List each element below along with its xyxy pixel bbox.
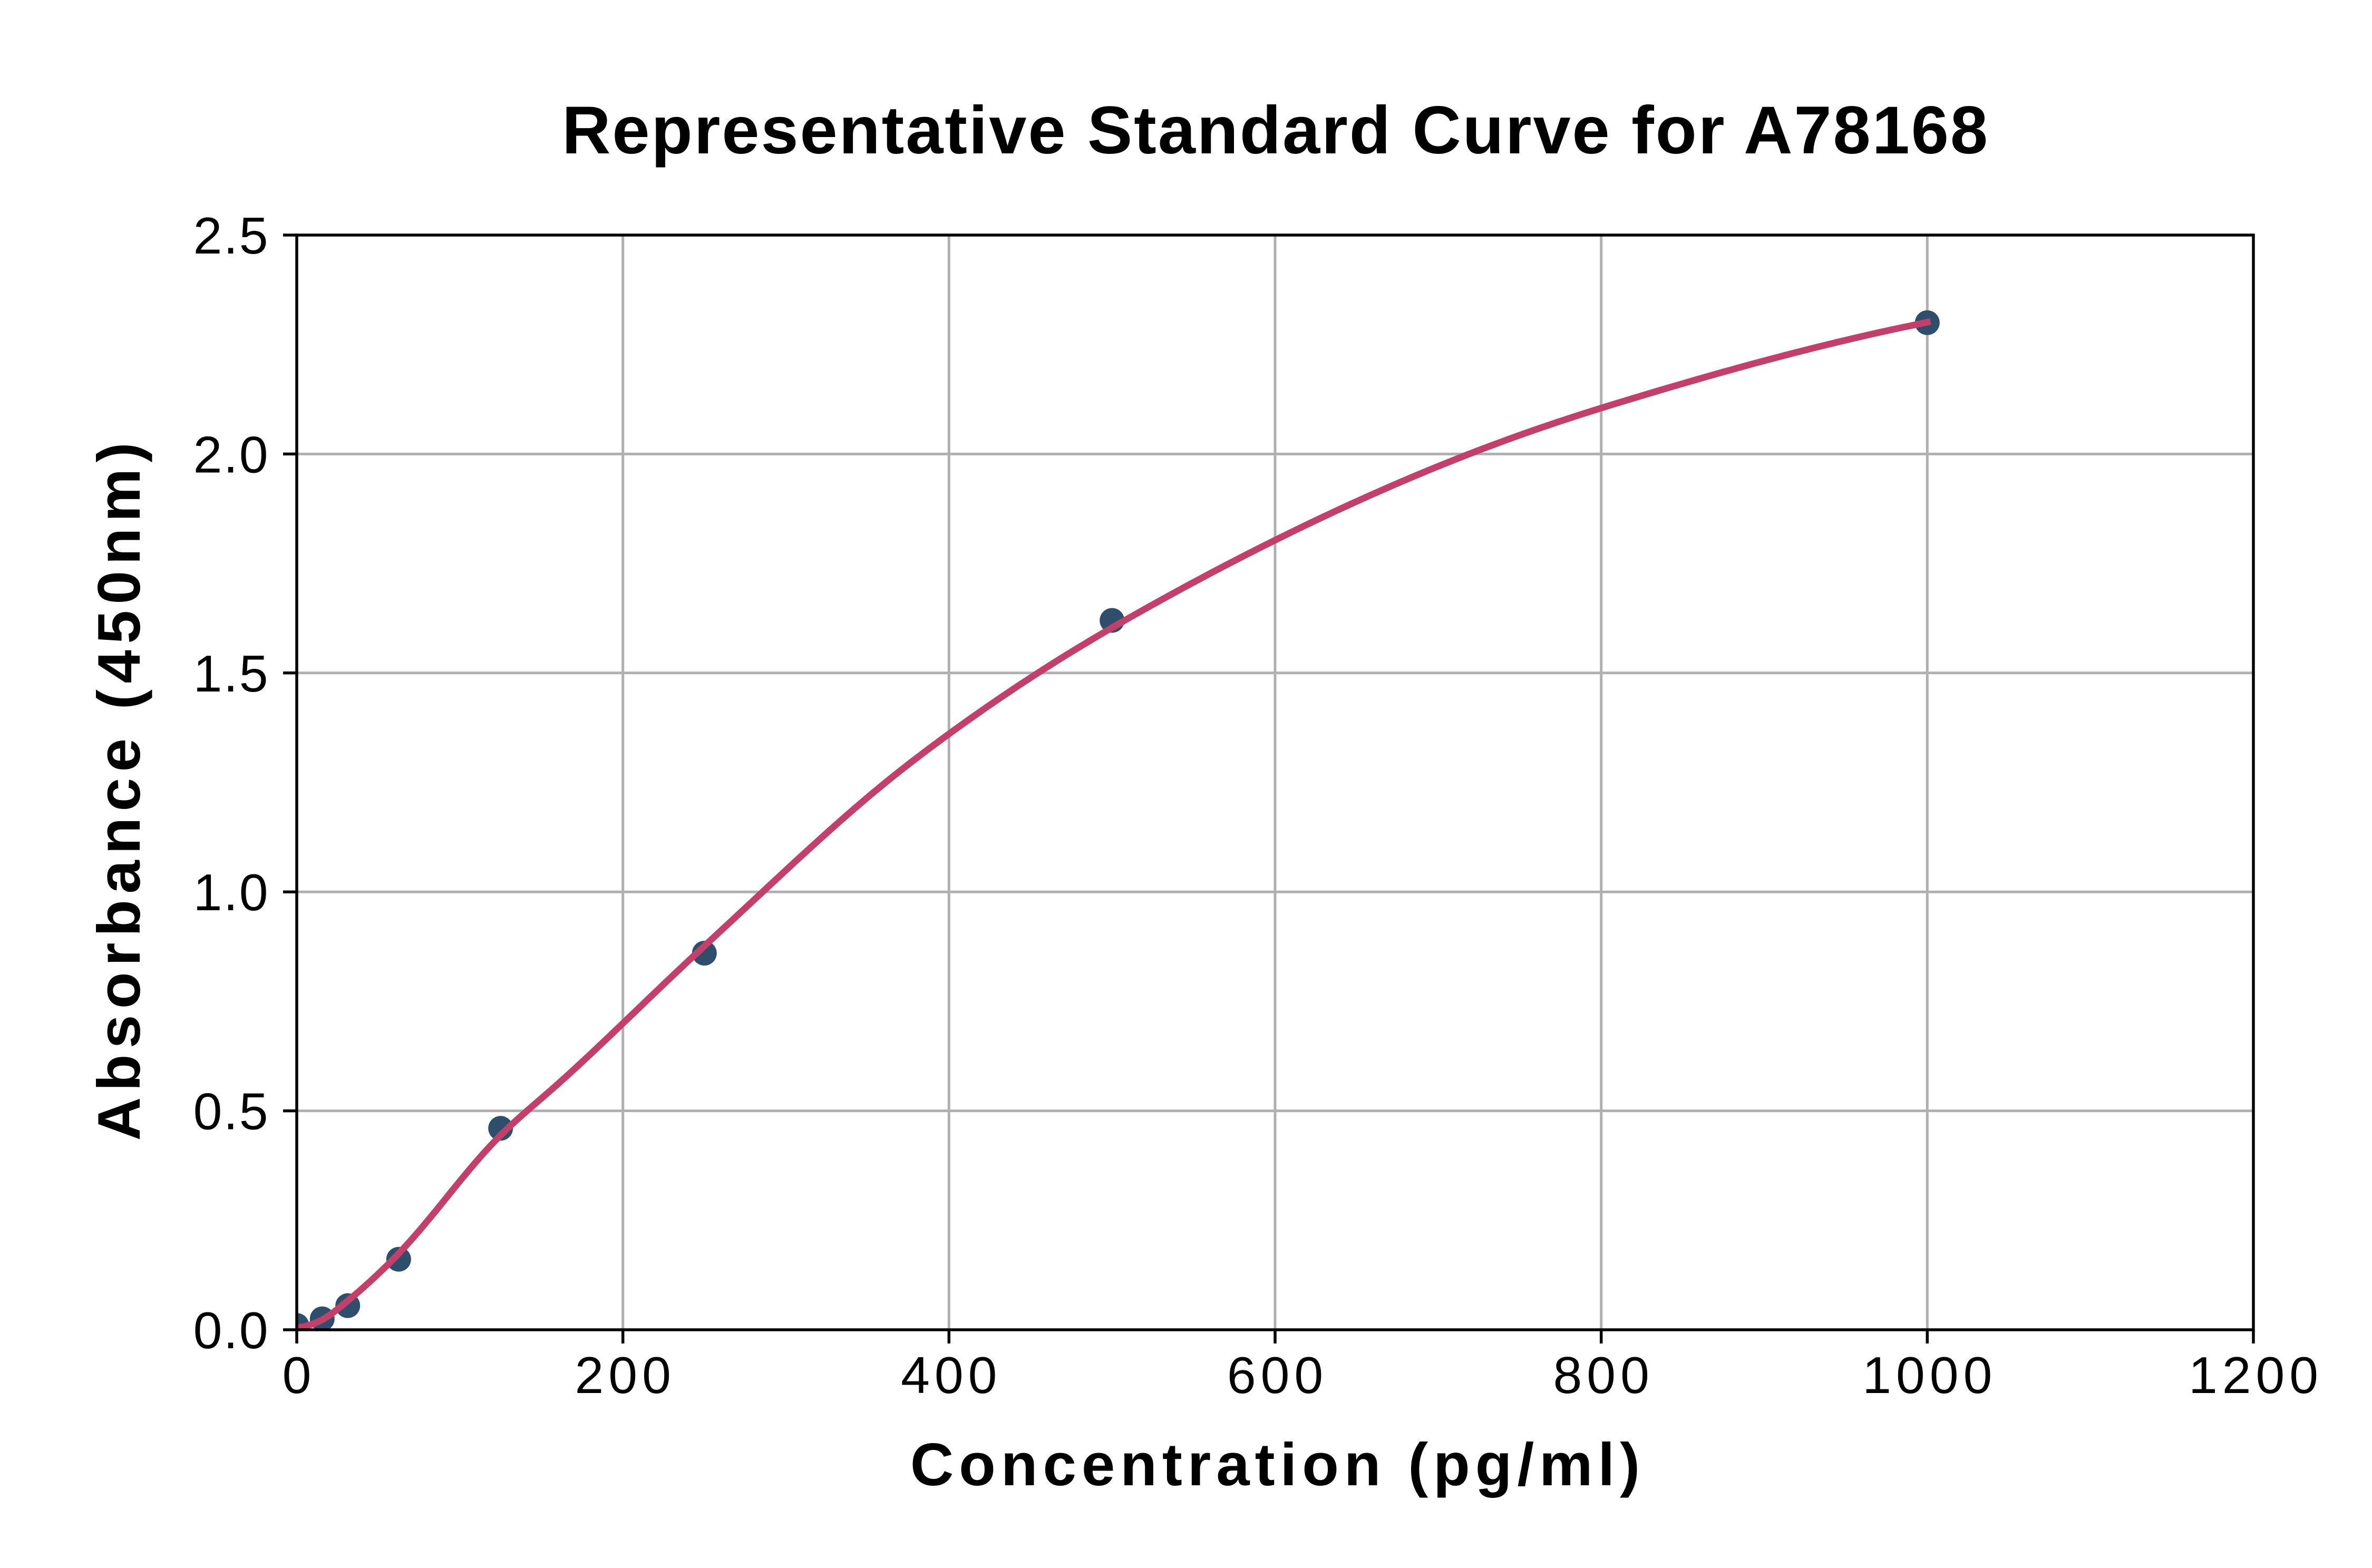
- svg-text:0: 0: [283, 1346, 312, 1404]
- svg-text:1.0: 1.0: [193, 863, 269, 921]
- svg-text:0.0: 0.0: [193, 1301, 269, 1359]
- svg-text:800: 800: [1553, 1346, 1654, 1404]
- svg-text:Representative Standard Curve: Representative Standard Curve for A78168: [562, 93, 1989, 168]
- svg-text:1200: 1200: [2189, 1346, 2323, 1404]
- svg-text:0.5: 0.5: [193, 1083, 269, 1141]
- svg-text:2.5: 2.5: [193, 207, 269, 265]
- svg-text:1.5: 1.5: [193, 645, 269, 703]
- svg-text:200: 200: [575, 1346, 676, 1404]
- svg-text:600: 600: [1227, 1346, 1328, 1404]
- svg-text:Concentration (pg/ml): Concentration (pg/ml): [910, 1431, 1645, 1498]
- svg-text:Absorbance (450nm): Absorbance (450nm): [86, 436, 153, 1141]
- svg-text:1000: 1000: [1862, 1346, 1997, 1404]
- svg-text:400: 400: [901, 1346, 1002, 1404]
- svg-text:2.0: 2.0: [193, 425, 269, 483]
